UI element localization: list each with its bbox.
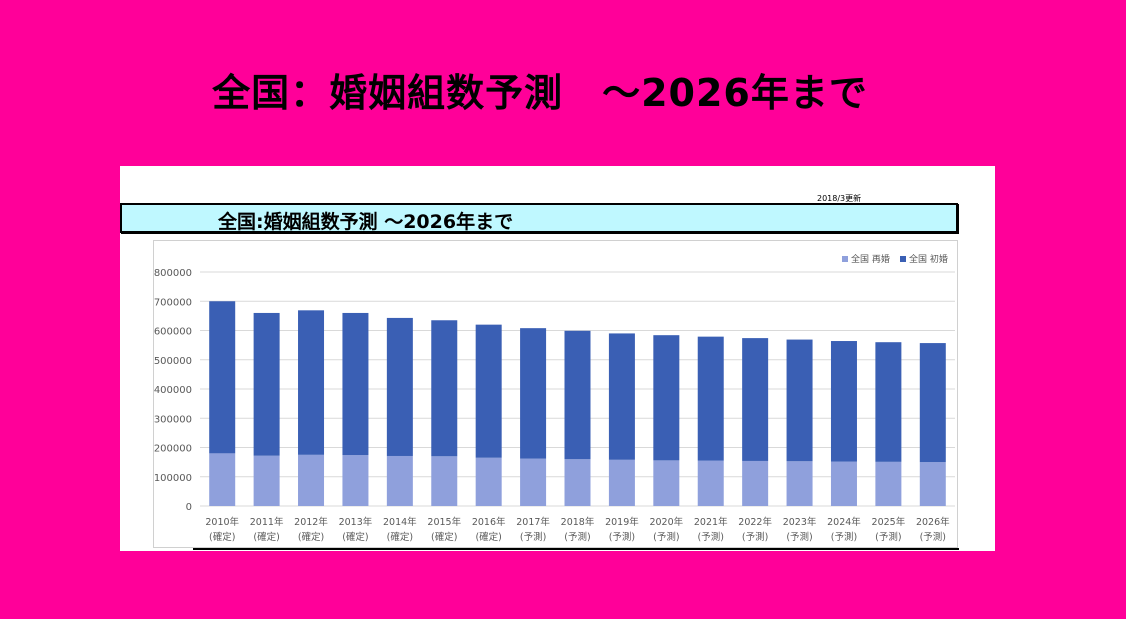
x-tick-label: 2018年: [561, 516, 595, 528]
x-tick-label: 2023年: [783, 516, 817, 528]
bottom-rule: [193, 548, 959, 550]
x-tick-sublabel: (確定): [298, 531, 324, 543]
bar-remarriage: [830, 461, 857, 506]
x-tick-sublabel: (予測): [875, 531, 901, 543]
bar-remarriage: [742, 460, 769, 506]
x-tick-sublabel: (確定): [387, 531, 413, 543]
x-tick-sublabel: (予測): [831, 531, 857, 543]
legend-label: 全国 再婚: [851, 253, 890, 265]
bar-first-marriage: [830, 341, 857, 462]
x-tick-sublabel: (予測): [786, 531, 812, 543]
bar-first-marriage: [475, 324, 502, 458]
bar-remarriage: [253, 455, 280, 506]
bar-first-marriage: [342, 312, 369, 456]
bar-first-marriage: [298, 310, 325, 455]
x-tick-sublabel: (確定): [342, 531, 368, 543]
bar-first-marriage: [608, 333, 635, 460]
x-tick-label: 2012年: [294, 516, 328, 528]
bar-first-marriage: [520, 328, 547, 459]
bar-remarriage: [786, 461, 813, 506]
legend-label: 全国 初婚: [909, 253, 948, 265]
x-tick-label: 2010年: [205, 516, 239, 528]
x-tick-sublabel: (確定): [475, 531, 501, 543]
chart-banner: 全国:婚姻組数予測 ～2026年まで: [120, 203, 958, 233]
y-tick-label: 100000: [154, 473, 192, 484]
bar-remarriage: [298, 454, 325, 506]
bar-remarriage: [919, 462, 946, 506]
bar-remarriage: [520, 458, 547, 506]
bar-remarriage: [564, 459, 591, 506]
bar-chart: 0 100000 200000 300000 400000 500000 600000 700…: [154, 253, 955, 543]
bar-remarriage: [342, 455, 369, 506]
y-tick-label: 700000: [154, 297, 192, 308]
bar-first-marriage: [919, 343, 946, 463]
x-tick-label: 2025年: [872, 516, 906, 528]
x-tick-sublabel: (確定): [209, 531, 235, 543]
y-tick-label: 200000: [154, 444, 192, 455]
legend-swatch: [842, 256, 848, 262]
bar-first-marriage: [564, 330, 591, 460]
bar-first-marriage: [431, 320, 458, 457]
y-tick-label: 400000: [154, 385, 192, 396]
bar-first-marriage: [253, 312, 280, 456]
x-tick-sublabel: (予測): [742, 531, 768, 543]
x-tick-label: 2019年: [605, 516, 639, 528]
slide-title: 全国：婚姻組数予測 ～2026年まで: [212, 71, 868, 115]
chart-panel: 2018/3更新 全国:婚姻組数予測 ～2026年まで 0 100000 20000…: [120, 166, 995, 551]
x-tick-sublabel: (予測): [653, 531, 679, 543]
bar-remarriage: [653, 460, 680, 506]
bar-first-marriage: [653, 335, 680, 461]
bar-remarriage: [697, 460, 724, 506]
bar-remarriage: [431, 456, 458, 506]
x-tick-label: 2015年: [427, 516, 461, 528]
y-tick-label: 600000: [154, 327, 192, 338]
x-tick-label: 2013年: [339, 516, 373, 528]
x-tick-label: 2017年: [516, 516, 550, 528]
update-date: 2018/3更新: [817, 194, 862, 203]
plot-frame: [153, 240, 958, 548]
x-tick-label: 2021年: [694, 516, 728, 528]
x-tick-label: 2011年: [250, 516, 284, 528]
x-tick-sublabel: (予測): [920, 531, 946, 543]
y-tick-label: 300000: [154, 414, 192, 425]
y-tick-label: 500000: [154, 356, 192, 367]
bar-remarriage: [386, 455, 413, 506]
x-tick-sublabel: (予測): [520, 531, 546, 543]
bar-remarriage: [608, 459, 635, 506]
bar-remarriage: [209, 453, 236, 506]
bar-first-marriage: [386, 317, 413, 456]
x-tick-sublabel: (予測): [698, 531, 724, 543]
y-tick-label: 0: [186, 502, 192, 513]
bar-first-marriage: [697, 336, 724, 461]
x-tick-label: 2020年: [649, 516, 683, 528]
x-tick-sublabel: (予測): [564, 531, 590, 543]
x-tick-label: 2022年: [738, 516, 772, 528]
bar-first-marriage: [209, 301, 236, 454]
x-tick-label: 2026年: [916, 516, 950, 528]
y-tick-label: 800000: [154, 268, 192, 279]
x-tick-sublabel: (予測): [609, 531, 635, 543]
x-tick-sublabel: (確定): [253, 531, 279, 543]
bar-remarriage: [875, 461, 902, 506]
banner-title: 全国:婚姻組数予測 ～2026年まで: [218, 211, 514, 233]
x-tick-label: 2024年: [827, 516, 861, 528]
bar-first-marriage: [786, 339, 813, 462]
x-tick-label: 2014年: [383, 516, 417, 528]
legend-swatch: [900, 256, 906, 262]
bar-first-marriage: [875, 342, 902, 462]
bar-remarriage: [475, 457, 502, 506]
x-tick-label: 2016年: [472, 516, 506, 528]
bar-first-marriage: [742, 338, 769, 461]
x-tick-sublabel: (確定): [431, 531, 457, 543]
